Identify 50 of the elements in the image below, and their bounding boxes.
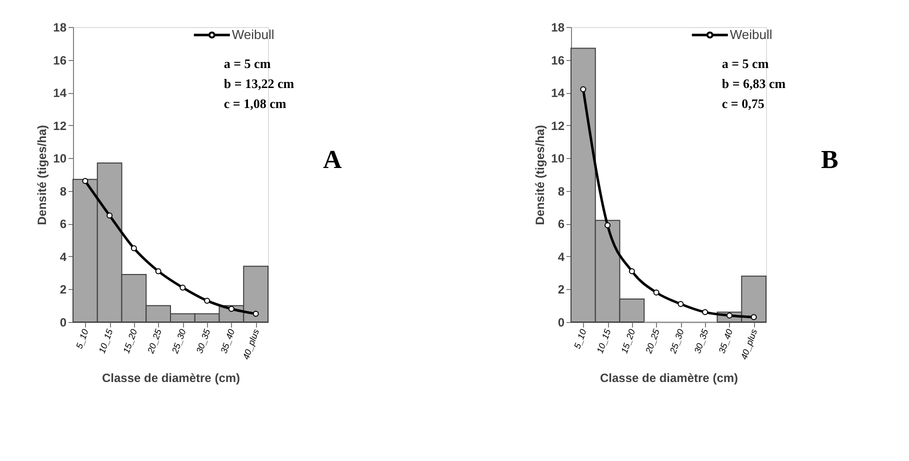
y-tick-label: 10 <box>53 152 67 166</box>
x-tick-label: 20_25 <box>643 326 662 356</box>
y-tick-label: 14 <box>551 86 565 100</box>
y-tick-label: 18 <box>53 20 67 34</box>
y-axis-title: Densité (tiges/ha) <box>35 124 50 226</box>
x-axis-title: Classe de diamètre (cm) <box>600 370 738 385</box>
x-tick-label: 5_10 <box>74 328 90 350</box>
text: B <box>821 144 838 174</box>
y-tick-label: 6 <box>60 217 67 232</box>
text: A <box>323 144 342 174</box>
x-tick-label: 25_30 <box>170 328 188 356</box>
x-axis-title: Classe de diamètre (cm) <box>102 370 240 385</box>
x-tick-label: 15_20 <box>619 328 638 355</box>
y-axis-title: Densité (tiges/ha) <box>533 124 548 226</box>
x-tick-label: 30_35 <box>692 326 711 355</box>
legend-label: Weibull <box>232 27 274 42</box>
y-tick-label: 18 <box>551 20 565 34</box>
x-tick-label: 10_15 <box>96 326 116 355</box>
y-tick-label: 12 <box>53 118 67 133</box>
x-tick-label: 40_plus <box>240 327 262 361</box>
y-tick-label: 8 <box>60 184 67 198</box>
y-tick-label: 10 <box>551 152 565 166</box>
y-tick-label: 14 <box>53 86 67 100</box>
y-tick-label: 16 <box>53 53 67 68</box>
x-tick-label: 5_10 <box>572 328 588 350</box>
y-tick-label: 6 <box>558 217 565 232</box>
y-tick-label: 0 <box>558 316 565 330</box>
y-tick-label: 8 <box>558 184 565 198</box>
y-tick-label: 16 <box>551 53 565 68</box>
y-tick-label: 0 <box>60 316 67 330</box>
x-tick-label: 25_30 <box>668 328 686 356</box>
annotation: b = 6,83 cm <box>722 76 786 91</box>
y-tick-label: 2 <box>558 282 565 297</box>
annotation: c = 1,08 cm <box>224 96 286 111</box>
x-tick-label: 20_25 <box>145 326 164 356</box>
annotation: a = 5 cm <box>224 56 271 71</box>
y-tick-label: 2 <box>60 282 67 297</box>
annotation: c = 0,75 <box>722 96 765 111</box>
y-tick-label: 4 <box>558 250 565 264</box>
y-tick-label: 12 <box>551 118 565 133</box>
legend-label: Weibull <box>730 27 772 42</box>
x-tick-label: 35_40 <box>218 328 237 355</box>
y-tick-label: 4 <box>60 250 67 264</box>
annotation: a = 5 cm <box>722 56 769 71</box>
x-tick-label: 30_35 <box>194 326 213 355</box>
x-tick-label: 40_plus <box>738 327 760 361</box>
annotation: b = 13,22 cm <box>224 76 294 91</box>
x-tick-label: 15_20 <box>121 328 140 355</box>
x-tick-label: 10_15 <box>594 326 614 355</box>
x-tick-label: 35_40 <box>716 328 735 355</box>
